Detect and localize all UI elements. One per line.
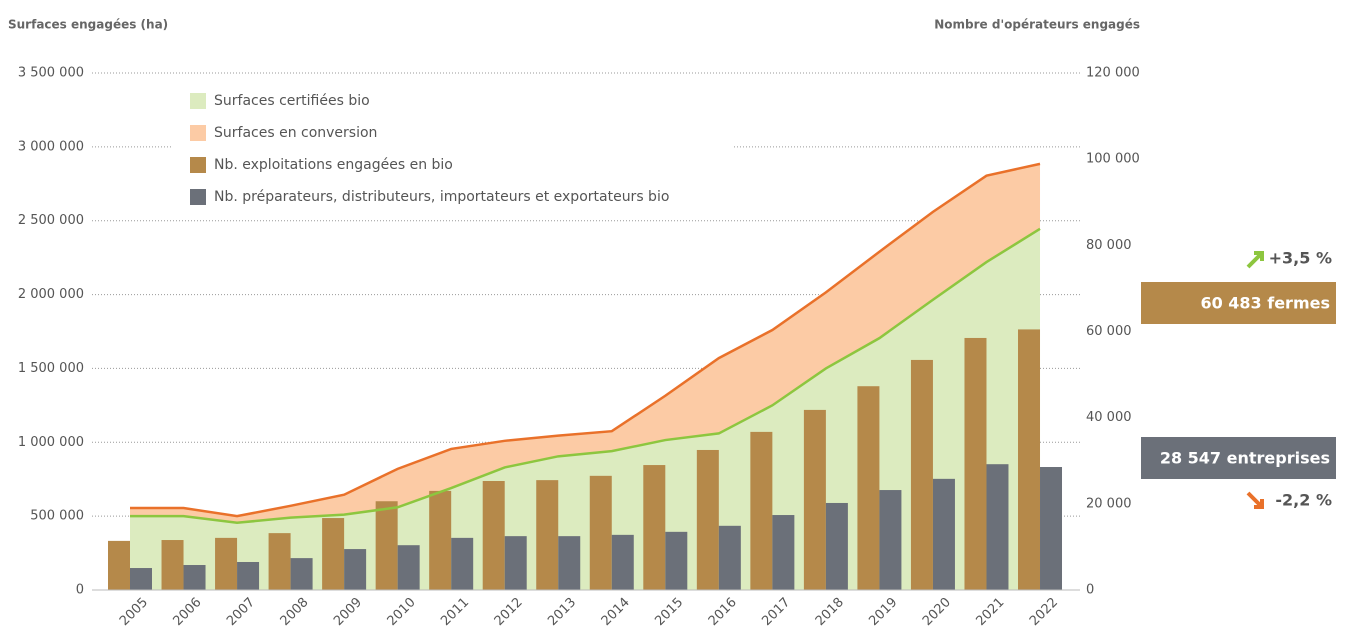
x-tick-label: 2011 [438, 595, 472, 629]
bar [750, 431, 773, 590]
bar [536, 480, 559, 590]
y-tick-label: 1 000 000 [18, 435, 84, 450]
legend-swatch [190, 93, 206, 109]
y2-tick-label: 40 000 [1086, 410, 1132, 425]
y2-tick-label: 20 000 [1086, 496, 1132, 511]
bar [589, 475, 612, 590]
bar [857, 386, 880, 590]
bar [183, 565, 206, 590]
x-tick-label: 2005 [117, 595, 151, 629]
x-tick-label: 2008 [278, 595, 312, 629]
bar [611, 534, 634, 590]
bar [322, 518, 345, 590]
x-tick-label: 2020 [920, 595, 954, 629]
bar [932, 478, 955, 590]
farms-count: 60 483 fermes [1200, 294, 1330, 313]
legend-label: Nb. exploitations engagées en bio [214, 157, 453, 173]
x-tick-label: 2014 [599, 595, 633, 629]
bar [879, 490, 902, 590]
bar [696, 449, 719, 590]
legend-label: Surfaces certifiées bio [214, 93, 370, 109]
bar [825, 502, 848, 590]
x-tick-label: 2021 [973, 595, 1007, 629]
x-tick-label: 2015 [652, 595, 686, 629]
y2-tick-label: 100 000 [1086, 152, 1140, 167]
x-tick-label: 2006 [171, 595, 205, 629]
bar [772, 515, 795, 590]
x-tick-label: 2013 [545, 595, 579, 629]
x-tick-label: 2010 [385, 595, 419, 629]
bar [482, 480, 505, 590]
legend-swatch [190, 157, 206, 173]
bar [108, 540, 130, 590]
bar [910, 359, 933, 590]
up-arrow [1246, 251, 1264, 269]
bar [429, 490, 452, 590]
y-tick-label: 3 000 000 [18, 139, 84, 154]
bar [665, 531, 688, 590]
x-tick-label: 2012 [492, 595, 526, 629]
down-arrow [1246, 491, 1264, 509]
bar [643, 465, 666, 590]
bar [397, 545, 420, 590]
bar [558, 536, 581, 590]
bar [986, 464, 1009, 590]
bar [215, 537, 238, 590]
companies-change: -2,2 % [1275, 491, 1332, 510]
bar [237, 561, 260, 590]
legend-swatch [190, 125, 206, 141]
farms-change: +3,5 % [1269, 249, 1332, 268]
legend-background [172, 84, 732, 212]
area-fill [130, 163, 1041, 523]
y2-tick-label: 120 000 [1086, 66, 1140, 81]
bar [290, 558, 313, 590]
y-tick-label: 0 [76, 583, 84, 598]
bar [344, 549, 367, 590]
x-tick-label: 2007 [224, 595, 258, 629]
area-line [130, 162, 1041, 518]
companies-box [1141, 437, 1336, 479]
bar [504, 536, 527, 590]
x-tick-label: 2016 [706, 595, 740, 629]
bar [964, 337, 987, 590]
legend-label: Surfaces en conversion [214, 125, 377, 141]
x-tick-label: 2019 [866, 595, 900, 629]
bar [718, 525, 741, 590]
bar [803, 409, 826, 590]
y-axis-title: Surfaces engagées (ha) [8, 18, 168, 32]
legend-swatch [190, 189, 206, 205]
x-tick-label: 2018 [813, 595, 847, 629]
legend-label: Nb. préparateurs, distributeurs, importa… [214, 189, 669, 205]
bar [1040, 467, 1063, 590]
area-line [130, 227, 1041, 525]
bar [1018, 329, 1041, 590]
x-tick-label: 2017 [759, 595, 793, 629]
x-tick-label: 2009 [331, 595, 365, 629]
y-tick-label: 2 000 000 [18, 287, 84, 302]
bar [268, 533, 291, 590]
y2-tick-label: 60 000 [1086, 324, 1132, 339]
farms-box [1141, 282, 1336, 324]
y-tick-label: 500 000 [30, 509, 84, 524]
bar [451, 537, 474, 590]
y-tick-label: 3 500 000 [18, 66, 84, 81]
y-tick-label: 2 500 000 [18, 213, 84, 228]
y-tick-label: 1 500 000 [18, 361, 84, 376]
y2-tick-label: 80 000 [1086, 238, 1132, 253]
bar [375, 501, 398, 590]
y2-tick-label: 0 [1086, 583, 1094, 598]
bar [130, 568, 152, 590]
x-tick-label: 2022 [1027, 595, 1061, 629]
companies-count: 28 547 entreprises [1160, 449, 1330, 468]
y2-axis-title: Nombre d'opérateurs engagés [934, 18, 1140, 32]
bar [161, 540, 184, 590]
